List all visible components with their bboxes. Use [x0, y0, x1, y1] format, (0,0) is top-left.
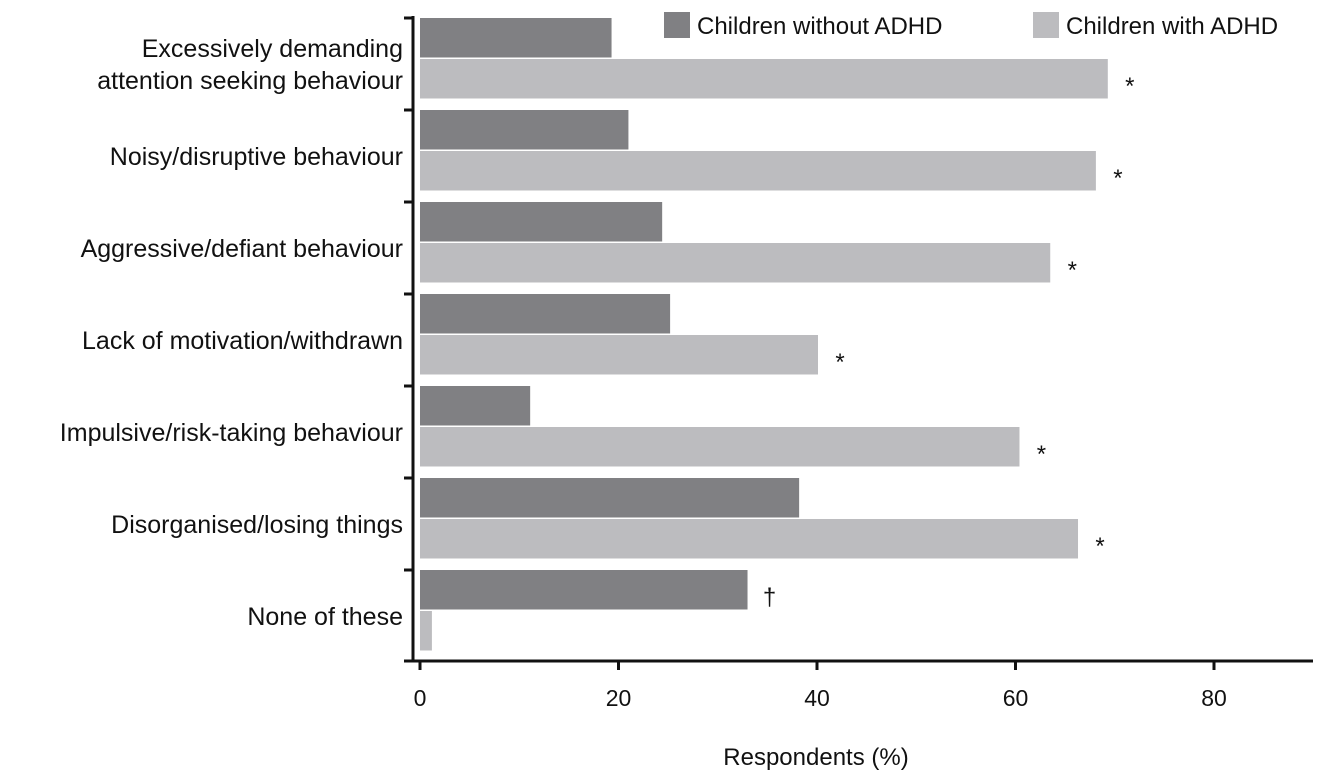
x-axis-title: Respondents (%) [723, 744, 908, 771]
significance-marker: * [1125, 73, 1134, 100]
category-label: Disorganised/losing things [111, 511, 403, 539]
significance-marker: * [835, 349, 844, 376]
category-label: Impulsive/risk-taking behaviour [60, 419, 403, 447]
bar-with-adhd-5 [420, 519, 1079, 559]
x-tick-label: 60 [1003, 685, 1029, 711]
category-label: None of these [247, 603, 403, 631]
bar-without-adhd-0 [420, 18, 612, 58]
bar-with-adhd-2 [420, 243, 1051, 283]
x-tick-label: 80 [1201, 685, 1227, 711]
x-tick-label: 20 [606, 685, 632, 711]
significance-marker: * [1113, 165, 1122, 192]
bar-with-adhd-1 [420, 151, 1096, 191]
bar-without-adhd-1 [420, 110, 629, 150]
category-label: Excessively demanding attention seeking b… [97, 35, 403, 95]
bar-with-adhd-3 [420, 335, 818, 375]
annotations-group: * * * * * * † [763, 73, 1135, 611]
legend-swatch [664, 12, 690, 38]
bars-group [420, 18, 1108, 651]
legend-label: Children with ADHD [1066, 13, 1278, 40]
significance-marker: * [1068, 257, 1077, 284]
legend: Children without ADHD Children with ADHD [664, 12, 1278, 40]
bar-without-adhd-5 [420, 478, 800, 518]
bar-with-adhd-0 [420, 59, 1108, 99]
category-label: Lack of motivation/withdrawn [82, 327, 403, 355]
x-tick-label: 40 [804, 685, 830, 711]
significance-marker: † [763, 584, 776, 611]
bar-with-adhd-6 [420, 611, 432, 651]
bar-without-adhd-3 [420, 294, 671, 334]
significance-marker: * [1037, 441, 1046, 468]
legend-label: Children without ADHD [697, 13, 942, 40]
significance-marker: * [1095, 533, 1104, 560]
axes: 0 20 40 60 80 [404, 16, 1313, 711]
legend-swatch [1033, 12, 1059, 38]
bar-with-adhd-4 [420, 427, 1020, 467]
x-tick-label: 0 [414, 685, 427, 711]
bar-without-adhd-4 [420, 386, 531, 426]
bar-without-adhd-6 [420, 570, 748, 610]
bar-without-adhd-2 [420, 202, 663, 242]
category-labels: Excessively demanding attention seeking b… [60, 35, 403, 631]
category-label: Noisy/disruptive behaviour [110, 143, 403, 171]
category-label: Aggressive/defiant behaviour [81, 235, 403, 263]
